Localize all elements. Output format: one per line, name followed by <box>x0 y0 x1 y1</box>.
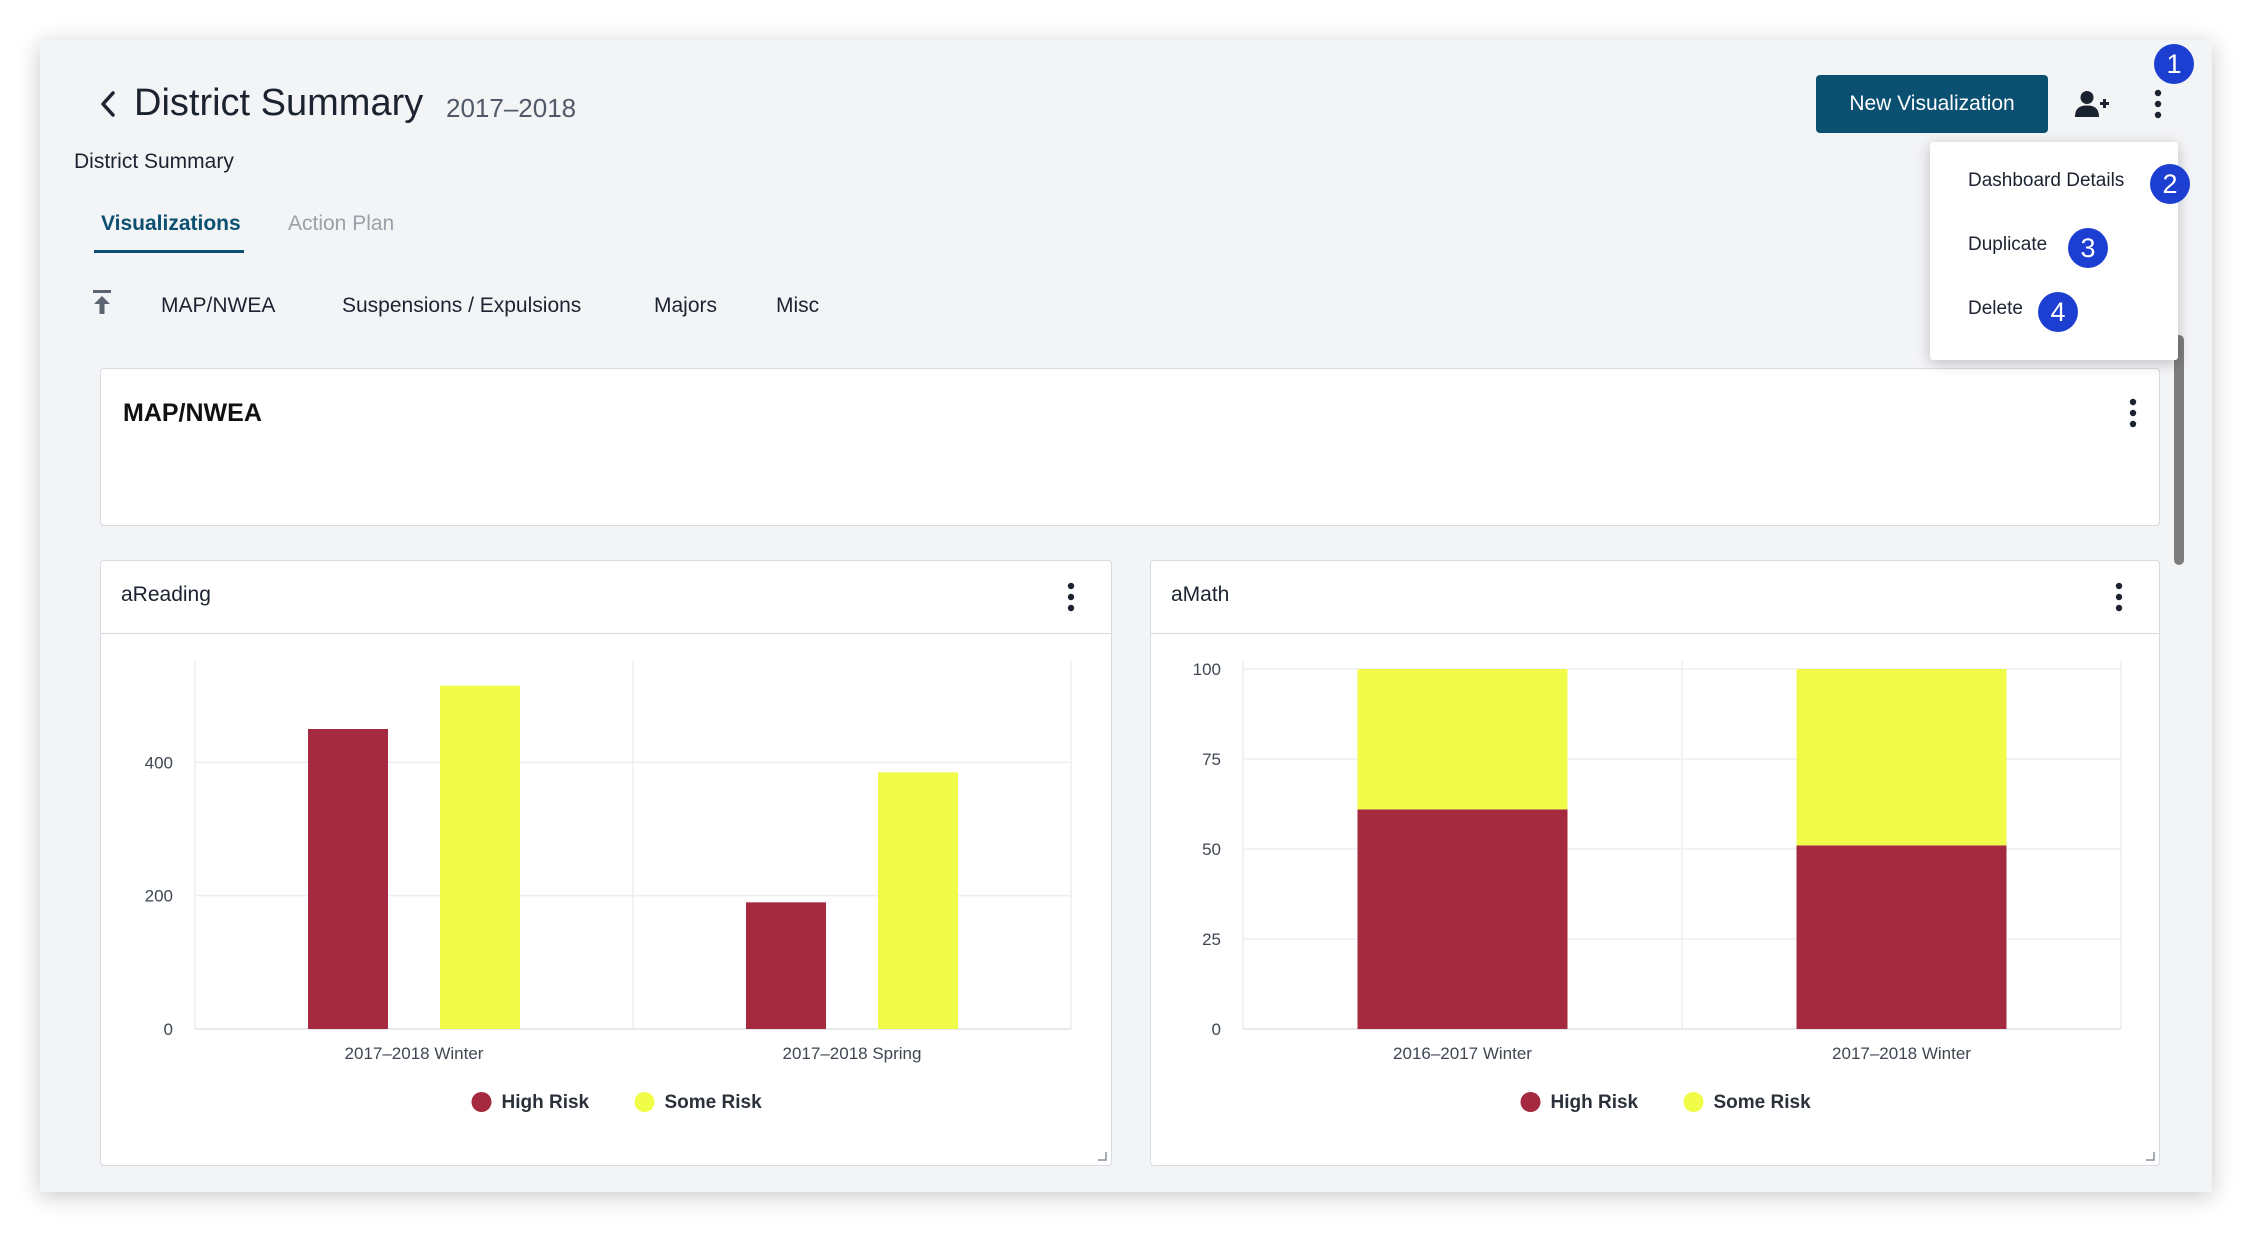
chart-title: aMath <box>1171 583 1230 606</box>
school-year: 2017–2018 <box>446 93 577 123</box>
callout-badge-2: 2 <box>2150 164 2190 204</box>
active-tab-indicator <box>94 250 244 253</box>
scrollbar-thumb[interactable] <box>2174 335 2184 565</box>
bar-high-risk <box>308 729 388 1029</box>
page-subtitle: District Summary <box>74 150 234 173</box>
more-vertical-icon <box>2129 398 2137 428</box>
menu-item-dashboard-details[interactable]: Dashboard Details <box>1968 170 2125 191</box>
bar-some-risk <box>878 772 958 1029</box>
legend-swatch <box>1683 1092 1704 1112</box>
section-link-map-nwea[interactable]: MAP/NWEA <box>161 294 276 317</box>
y-tick-label: 0 <box>164 1020 173 1039</box>
bar-some-risk <box>1796 669 2007 846</box>
resize-handle-icon[interactable] <box>2145 1151 2155 1161</box>
menu-item-delete[interactable]: Delete <box>1968 298 2023 319</box>
y-tick-label: 400 <box>145 753 173 772</box>
legend-swatch <box>1520 1092 1541 1112</box>
callout-badge-1: 1 <box>2154 44 2194 84</box>
y-tick-label: 100 <box>1193 660 1221 679</box>
tab-visualizations[interactable]: Visualizations <box>101 212 241 235</box>
tab-action-plan[interactable]: Action Plan <box>288 212 395 235</box>
legend-swatch <box>471 1092 492 1112</box>
chart-menu-button[interactable] <box>2105 577 2133 617</box>
app-window: District Summary 2017–2018 District Summ… <box>40 40 2212 1192</box>
bar-some-risk <box>440 685 520 1029</box>
resize-handle-icon[interactable] <box>1097 1151 1107 1161</box>
x-tick-label: 2017–2018 Winter <box>345 1044 484 1063</box>
legend-label: Some Risk <box>1714 1092 1812 1113</box>
page-title: District Summary <box>134 82 424 124</box>
chart-areading: 0 200 400 2017–2018 Winter 2017–2018 Spring H… <box>145 661 1072 1113</box>
jump-to-top-button[interactable] <box>90 286 114 318</box>
legend-label: High Risk <box>502 1092 590 1113</box>
legend-swatch <box>634 1092 655 1112</box>
section-panel: MAP/NWEA <box>100 368 2160 526</box>
y-tick-label: 200 <box>145 887 173 906</box>
share-button[interactable] <box>2072 84 2112 124</box>
section-title: MAP/NWEA <box>123 399 262 427</box>
bar-some-risk <box>1357 669 1568 810</box>
chart-card-areading: aReading 0 200 400 2017–2018 Winter 2017–201… <box>100 560 1112 1166</box>
x-tick-label: 2016–2017 Winter <box>1393 1044 1532 1063</box>
section-link-suspensions[interactable]: Suspensions / Expulsions <box>342 294 582 317</box>
menu-item-duplicate[interactable]: Duplicate <box>1968 234 2048 255</box>
more-vertical-icon <box>2115 582 2123 612</box>
y-tick-label: 50 <box>1202 840 1221 859</box>
more-options-button[interactable] <box>2144 84 2172 124</box>
card-header: aMath <box>1151 561 2159 634</box>
callout-badge-4: 4 <box>2038 292 2078 332</box>
chevron-left-icon <box>101 91 115 117</box>
bar-high-risk <box>746 902 826 1029</box>
chart-menu-button[interactable] <box>1057 577 1085 617</box>
section-link-misc[interactable]: Misc <box>776 294 820 317</box>
x-tick-label: 2017–2018 Spring <box>783 1044 922 1063</box>
back-button[interactable] <box>90 84 126 124</box>
chart-amath: 0 25 50 75 100 2016–2017 Winter 2017–2018 Wint… <box>1193 660 2122 1113</box>
section-menu-button[interactable] <box>2119 393 2147 433</box>
bar-high-risk <box>1796 845 2007 1029</box>
add-user-icon <box>2075 91 2109 117</box>
new-visualization-button[interactable]: New Visualization <box>1816 75 2048 133</box>
x-tick-label: 2017–2018 Winter <box>1832 1044 1971 1063</box>
chart-card-amath: aMath 0 25 50 75 100 2016–2017 Winter 2017–201… <box>1150 560 2160 1166</box>
more-vertical-icon <box>1067 582 1075 612</box>
chart-title: aReading <box>121 583 211 606</box>
section-link-majors[interactable]: Majors <box>654 294 718 317</box>
legend-label: Some Risk <box>665 1092 763 1113</box>
more-vertical-icon <box>2154 89 2162 119</box>
y-tick-label: 25 <box>1202 930 1221 949</box>
y-tick-label: 0 <box>1212 1020 1221 1039</box>
card-header: aReading <box>101 561 1111 634</box>
callout-badge-3: 3 <box>2068 228 2108 268</box>
legend-label: High Risk <box>1551 1092 1639 1113</box>
vertical-align-top-icon <box>93 290 111 314</box>
bar-high-risk <box>1357 809 1568 1029</box>
y-tick-label: 75 <box>1202 750 1221 769</box>
